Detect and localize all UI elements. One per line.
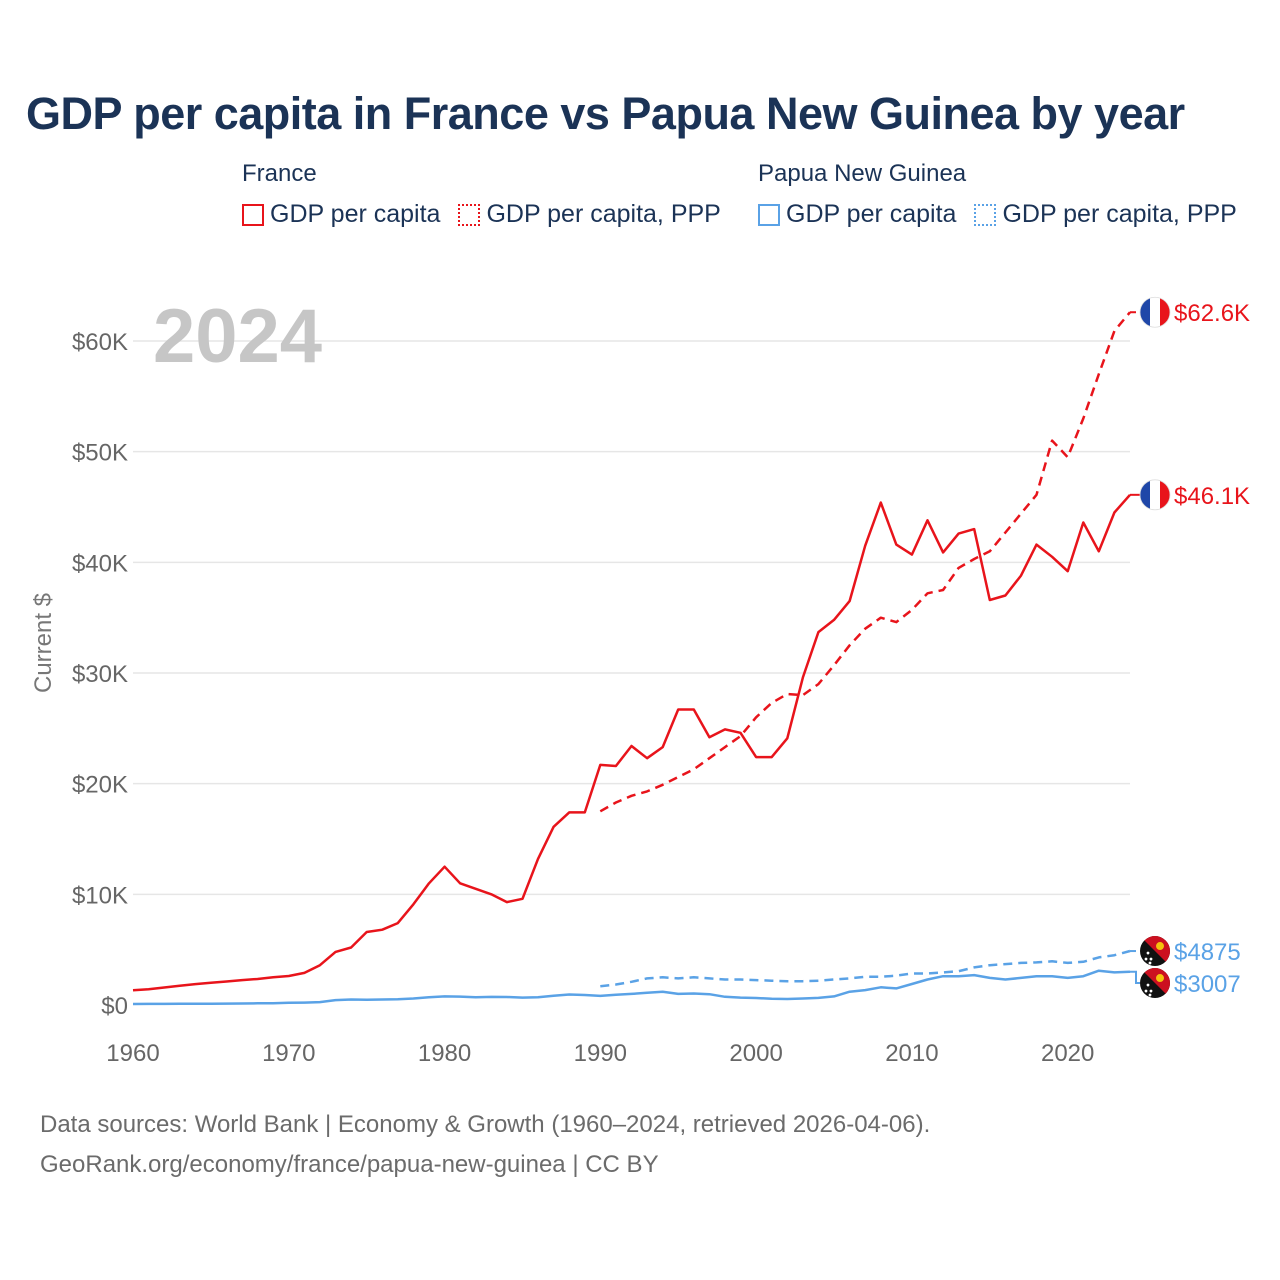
x-tick-label: 1980 xyxy=(418,1040,471,1067)
y-axis: $0 $10K $20K $30K $40K $50K $60K xyxy=(72,329,128,1020)
series-line xyxy=(132,493,1131,992)
series-line xyxy=(132,969,1131,1006)
y-tick-label: $0 xyxy=(101,993,128,1020)
end-value-label: $62.6K xyxy=(1174,300,1250,327)
legend-item-label: GDP per capita xyxy=(786,200,957,228)
legend-item-france-gdp-ppp[interactable]: GDP per capita, PPP xyxy=(458,200,721,229)
x-tick-label: 1990 xyxy=(574,1040,627,1067)
legend-swatch-solid-blue xyxy=(758,203,780,226)
footer-url: GeoRank.org/economy/france/papua-new-gui… xyxy=(40,1151,659,1178)
end-connector xyxy=(1130,970,1140,985)
year-overlay: 2024 xyxy=(153,294,322,379)
png-flag-icon xyxy=(1140,936,1170,967)
x-tick-label: 2000 xyxy=(729,1040,782,1067)
legend-swatch-solid-red xyxy=(242,203,264,226)
legend-group-name: France xyxy=(242,160,317,187)
gridlines xyxy=(133,340,1130,896)
series-lines xyxy=(132,311,1131,1006)
legend-item-label: GDP per capita xyxy=(270,200,441,228)
legend-swatch-dotted-blue xyxy=(974,203,997,226)
legend-group-name: Papua New Guinea xyxy=(758,160,967,187)
y-tick-label: $60K xyxy=(72,329,128,356)
legend-item-label: GDP per capita, PPP xyxy=(486,200,721,228)
end-value-label: $46.1K xyxy=(1174,483,1250,510)
legend-item-png-gdp[interactable]: GDP per capita xyxy=(758,200,956,229)
legend-item-france-gdp[interactable]: GDP per capita xyxy=(242,200,440,229)
series-line xyxy=(600,949,1131,988)
legend-item-label: GDP per capita, PPP xyxy=(1002,200,1237,228)
end-value-label: $3007 xyxy=(1174,971,1241,998)
france-flag-icon xyxy=(1139,296,1171,328)
x-axis: 1960 1970 1980 1990 2000 2010 2020 xyxy=(106,1040,1094,1067)
legend-swatch-dotted-red xyxy=(458,203,481,226)
chart-title: GDP per capita in France vs Papua New Gu… xyxy=(26,88,1185,139)
y-tick-label: $50K xyxy=(72,440,128,467)
y-tick-label: $30K xyxy=(72,661,128,688)
france-flag-icon xyxy=(1139,479,1171,511)
png-flag-icon xyxy=(1140,968,1170,999)
x-tick-label: 1970 xyxy=(262,1040,315,1067)
y-tick-label: $40K xyxy=(72,550,128,577)
legend-group-france: France GDP per capita GDP per capita, PP… xyxy=(242,160,721,229)
x-tick-label: 1960 xyxy=(106,1040,159,1067)
y-tick-label: $20K xyxy=(72,772,128,799)
y-axis-label: Current $ xyxy=(30,593,57,693)
x-tick-label: 2020 xyxy=(1041,1040,1094,1067)
legend-item-png-gdp-ppp[interactable]: GDP per capita, PPP xyxy=(974,200,1237,229)
y-tick-label: $10K xyxy=(72,882,128,909)
x-tick-label: 2010 xyxy=(885,1040,938,1067)
legend-group-papua-new-guinea: Papua New Guinea GDP per capita GDP per … xyxy=(758,160,1237,229)
line-chart: 2024 $0 $10K $20K $30K $40K $50K $60K 1960 1970… xyxy=(30,294,1250,1067)
footer-sources: Data sources: World Bank | Economy & Gro… xyxy=(40,1111,931,1138)
footer: Data sources: World Bank | Economy & Gro… xyxy=(40,1105,930,1185)
series-end-labels: $62.6K $46.1K $4875 $3007 xyxy=(1130,296,1250,999)
end-value-label: $4875 xyxy=(1174,939,1241,966)
series-line xyxy=(599,311,1131,813)
